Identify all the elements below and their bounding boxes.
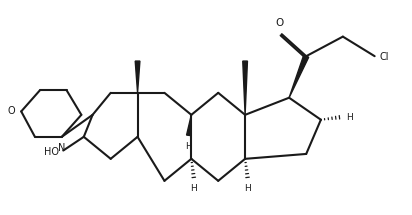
Polygon shape (187, 115, 191, 136)
Text: HO: HO (44, 147, 59, 157)
Polygon shape (243, 61, 248, 115)
Polygon shape (289, 55, 309, 98)
Polygon shape (135, 61, 140, 93)
Text: H: H (185, 142, 192, 151)
Text: O: O (8, 106, 15, 116)
Text: H: H (346, 113, 353, 122)
Text: N: N (58, 143, 66, 153)
Text: H: H (244, 184, 251, 193)
Text: O: O (275, 18, 283, 28)
Text: H: H (190, 184, 197, 193)
Text: Cl: Cl (379, 52, 389, 62)
